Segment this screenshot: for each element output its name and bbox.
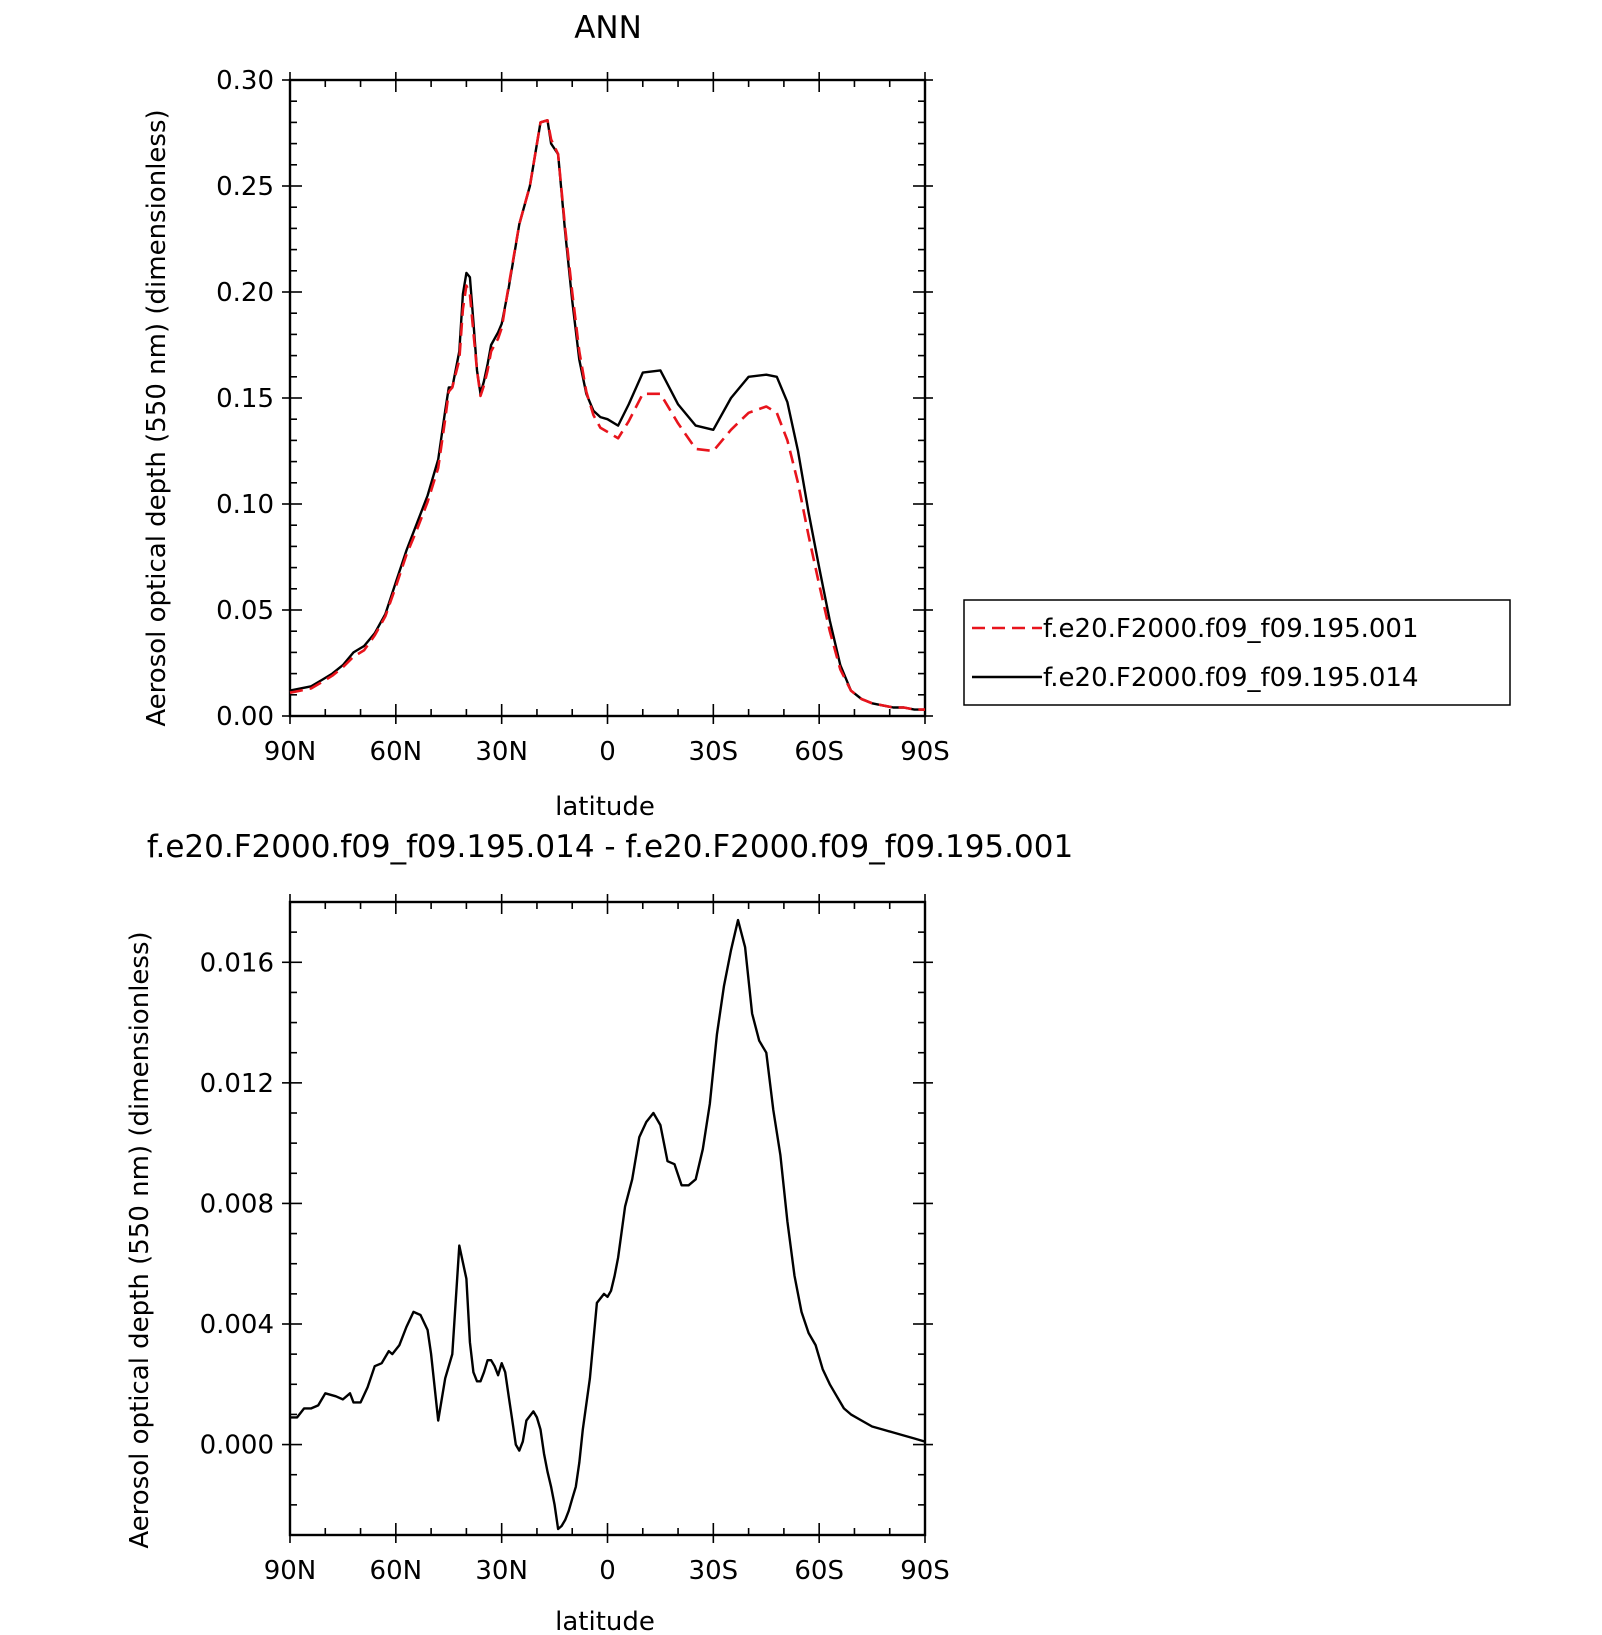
- legend: f.e20.F2000.f09_f09.195.001 f.e20.F2000.…: [963, 599, 1511, 706]
- x-axis-label: latitude: [555, 792, 655, 822]
- legend-label-014: f.e20.F2000.f09_f09.195.014: [1043, 663, 1419, 693]
- y-tick-label: 0.008: [200, 1189, 274, 1219]
- y-tick-label: 0.012: [200, 1069, 274, 1099]
- chart-title: ANN: [574, 10, 642, 46]
- x-tick-label: 90S: [900, 1556, 950, 1586]
- legend-box: [963, 599, 1511, 706]
- x-tick-label: 30N: [475, 737, 528, 767]
- y-tick-label: 0.30: [216, 66, 274, 96]
- y-tick-label: 0.00: [216, 702, 274, 732]
- x-tick-label: 0: [599, 1556, 616, 1586]
- x-tick-label: 60N: [370, 1556, 423, 1586]
- x-tick-label: 30S: [689, 737, 739, 767]
- x-tick-label: 90N: [264, 1556, 317, 1586]
- x-tick-label: 30N: [475, 1556, 528, 1586]
- x-tick-label: 60S: [794, 737, 844, 767]
- x-tick-label: 30S: [689, 1556, 739, 1586]
- y-tick-label: 0.004: [200, 1310, 274, 1340]
- y-tick-label: 0.25: [216, 172, 274, 202]
- y-tick-label: 0.000: [200, 1431, 274, 1461]
- y-tick-label: 0.10: [216, 490, 274, 520]
- series-line-0: [289, 119, 925, 711]
- legend-label-001: f.e20.F2000.f09_f09.195.001: [1043, 614, 1419, 644]
- y-tick-label: 0.016: [200, 948, 274, 978]
- x-tick-label: 90N: [264, 737, 317, 767]
- y-axis-label: Aerosol optical depth (550 nm) (dimensio…: [142, 109, 172, 726]
- y-axis-label: Aerosol optical depth (550 nm) (dimensio…: [125, 931, 155, 1548]
- x-tick-label: 60S: [794, 1556, 844, 1586]
- x-tick-label: 60N: [370, 737, 423, 767]
- x-tick-label: 90S: [900, 737, 950, 767]
- y-tick-label: 0.20: [216, 278, 274, 308]
- plot-frame: [288, 900, 927, 1537]
- series-line-0: [290, 918, 926, 1531]
- panel-annual-aod: ANN 90N 60N 30N 0 30S 60S 90S 0.00 0.05 0.10 0.15 0…: [142, 10, 1511, 822]
- x-tick-label: 0: [599, 737, 616, 767]
- series-line-1: [289, 119, 925, 711]
- x-axis-label: latitude: [555, 1607, 655, 1635]
- difference-title: f.e20.F2000.f09_f09.195.014 - f.e20.F200…: [147, 829, 1073, 865]
- y-tick-label: 0.15: [216, 384, 274, 414]
- panel-difference: f.e20.F2000.f09_f09.195.014 - f.e20.F200…: [125, 829, 1073, 1635]
- y-tick-label: 0.05: [216, 596, 274, 626]
